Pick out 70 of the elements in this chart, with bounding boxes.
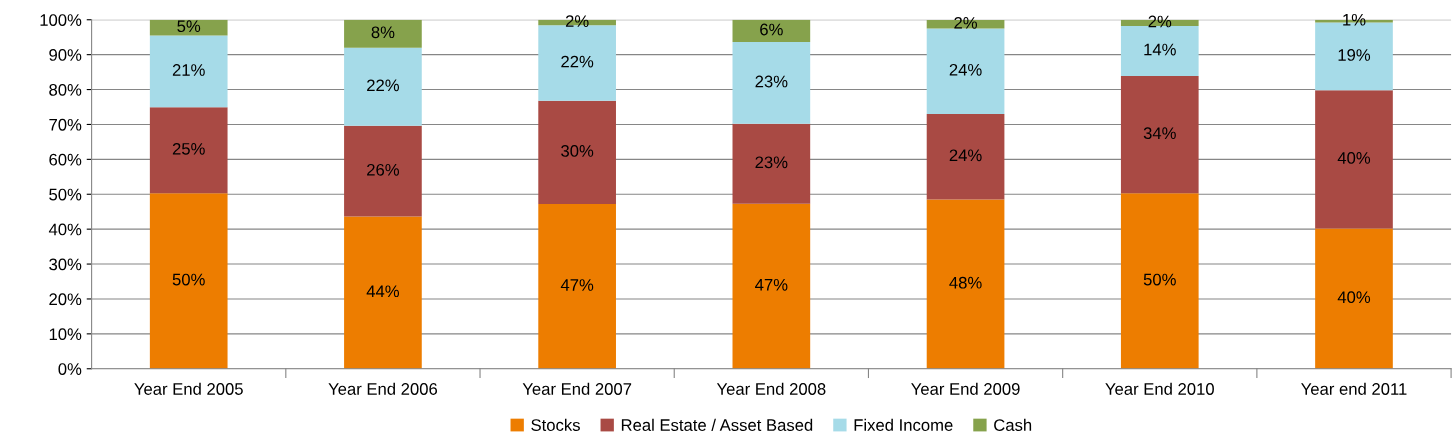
y-tick-label: 0% (58, 363, 82, 375)
data-label: 24% (949, 63, 982, 76)
data-label: 24% (949, 149, 982, 162)
bar (538, 204, 616, 369)
x-tick-label: Year End 2005 (134, 382, 243, 395)
data-label: 26% (367, 163, 400, 176)
bar (538, 100, 616, 205)
legend-label: Stocks (531, 418, 580, 431)
data-label: 19% (1338, 49, 1371, 61)
y-tick-label: 40% (48, 223, 82, 236)
data-label: 34% (1143, 127, 1176, 140)
data-label: 48% (949, 276, 982, 289)
y-tick-label: 90% (49, 49, 82, 61)
legend-label: Cash (994, 418, 1032, 431)
bar (732, 123, 811, 204)
x-tick-label: Year End 2010 (1105, 382, 1214, 395)
data-label: 5% (177, 20, 201, 33)
x-tick-label: Year End 2006 (328, 382, 438, 395)
x-tick-label: Year End 2009 (911, 382, 1020, 395)
legend-label: Fixed Income (854, 418, 953, 431)
bar (149, 193, 228, 369)
legend-label: Real Estate / Asset Based (621, 418, 813, 431)
y-tick-label: 10% (49, 328, 82, 341)
data-label: 22% (367, 79, 400, 92)
data-label: 44% (366, 285, 400, 298)
bar (1120, 75, 1199, 194)
x-tick-label: Year End 2008 (716, 382, 826, 395)
data-label: 40% (1337, 291, 1371, 304)
y-tick-label: 30% (49, 258, 82, 271)
bar (344, 47, 422, 126)
data-label: 23% (755, 156, 788, 169)
data-label: 6% (760, 23, 783, 36)
bar (149, 35, 228, 108)
data-label: 2% (954, 16, 978, 29)
data-label: 22% (561, 55, 594, 68)
data-label: 14% (1144, 43, 1176, 56)
x-tick-label: Year end 2011 (1301, 382, 1407, 395)
bar (926, 28, 1005, 114)
bar (732, 42, 811, 124)
bar (1315, 90, 1393, 229)
y-tick-label: 80% (49, 83, 82, 96)
bar (926, 113, 1005, 200)
data-label: 50% (172, 273, 205, 286)
data-label: 25% (172, 142, 205, 155)
bar (1120, 193, 1199, 369)
bar (926, 199, 1005, 369)
data-label: 50% (1143, 273, 1176, 286)
x-tick-label: Year End 2007 (522, 382, 632, 395)
data-label: 47% (560, 279, 594, 291)
data-label: 21% (172, 64, 205, 76)
data-label: 40% (1337, 152, 1371, 164)
bar (149, 107, 228, 194)
bar (1315, 228, 1393, 369)
bar (538, 25, 616, 101)
y-tick-label: 70% (49, 118, 82, 131)
data-label: 47% (755, 278, 788, 291)
data-label: 8% (371, 26, 395, 39)
y-tick-label: 50% (49, 188, 82, 201)
y-tick-label: 60% (49, 153, 82, 166)
bar (732, 19, 811, 43)
data-label: 23% (755, 75, 788, 88)
bar (344, 216, 422, 369)
bar (344, 125, 422, 217)
bar (732, 203, 811, 369)
data-label: 30% (561, 145, 594, 157)
y-tick-label: 100% (40, 14, 82, 26)
data-label: 1% (1343, 13, 1366, 26)
bar (1120, 26, 1199, 76)
bar (344, 19, 422, 48)
y-tick-label: 20% (49, 293, 82, 306)
